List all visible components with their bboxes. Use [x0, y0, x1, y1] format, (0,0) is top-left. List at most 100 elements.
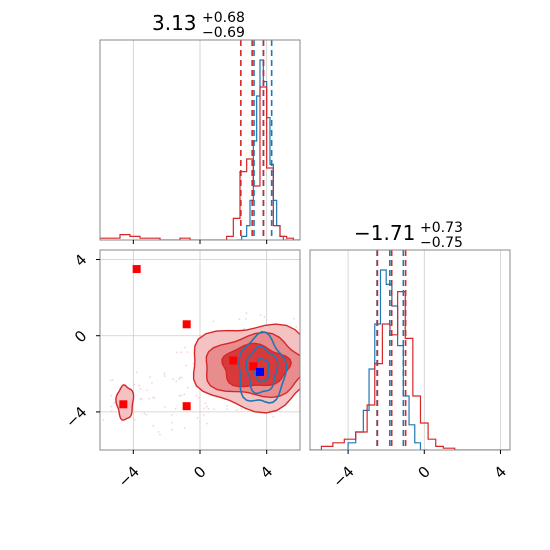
- joint-sample-dot: [197, 396, 200, 399]
- joint-sample-dot: [259, 314, 262, 316]
- joint-sample-dot: [171, 421, 173, 424]
- joint-sample-dot: [138, 384, 141, 387]
- joint-sample-dot: [170, 413, 173, 416]
- right-title-sub: −0.75: [420, 235, 463, 251]
- joint-sample-dot: [293, 317, 296, 320]
- joint-blue-marker-0: [256, 367, 264, 376]
- top-title-sub: −0.69: [202, 25, 245, 41]
- joint-sample-dot: [180, 351, 182, 354]
- joint-red-marker-0: [132, 265, 141, 274]
- right-frame: [309, 249, 511, 451]
- joint-sample-dot: [186, 386, 189, 389]
- joint-sample-dot: [192, 362, 195, 365]
- joint-sample-dot: [152, 424, 155, 427]
- joint-xtick-label-2: 4: [257, 463, 276, 482]
- right-ticks: −4 0 4: [329, 450, 510, 491]
- joint-xtick-label-1: 0: [190, 463, 209, 482]
- joint-sample-dot: [205, 405, 208, 408]
- joint-sample-dot: [323, 388, 325, 390]
- joint-sample-dot: [183, 427, 186, 429]
- joint-sample-dot: [305, 355, 307, 357]
- right-quantile-lines: [376, 250, 407, 450]
- joint-red-marker-4: [229, 356, 238, 365]
- joint-red-marker-3: [182, 402, 191, 411]
- joint-sample-dot: [133, 383, 136, 386]
- joint-sample-dot: [243, 327, 246, 330]
- joint-sample-dot: [146, 389, 148, 392]
- joint-sample-dot: [213, 408, 215, 411]
- top-title-value: 3.13: [152, 11, 197, 35]
- joint-sample-dot: [111, 379, 114, 381]
- joint-sample-dot: [171, 428, 174, 431]
- joint-sample-dot: [183, 393, 186, 396]
- joint-sample-dot: [238, 318, 241, 321]
- joint-sample-dot: [324, 340, 326, 342]
- top-title-sup: +0.68: [202, 10, 245, 26]
- right-hist-series-1: [310, 291, 510, 450]
- joint-sample-dot: [158, 433, 161, 436]
- joint-sample-dot: [198, 420, 201, 423]
- joint-ytick-label-0: −4: [62, 403, 90, 431]
- joint-sample-dot: [184, 346, 187, 349]
- joint-blue-contour-0: [238, 331, 288, 404]
- joint-sample-dot: [153, 396, 156, 399]
- joint-sample-dot: [151, 381, 153, 384]
- joint-sample-dot: [329, 385, 331, 387]
- joint-sample-dot: [143, 412, 146, 415]
- joint-sample-dot: [163, 372, 166, 375]
- joint-sample-dot: [145, 413, 148, 416]
- joint-sample-dot: [174, 407, 177, 410]
- joint-sample-dot: [175, 380, 178, 383]
- joint-sample-dot: [306, 331, 308, 333]
- right-title: −1.71: [354, 221, 415, 245]
- joint-sample-dot: [110, 405, 113, 408]
- joint-sample-dot: [178, 378, 180, 380]
- right-xtick-label-2: 4: [491, 463, 510, 482]
- joint-sample-dot: [181, 376, 183, 379]
- joint-sample-dot: [322, 341, 324, 343]
- joint-sample-dot: [206, 422, 208, 425]
- joint-sample-dot: [164, 406, 166, 408]
- right-xtick-label-1: 0: [414, 463, 433, 482]
- joint-sample-dot: [305, 407, 307, 409]
- joint-sample-dot: [172, 378, 175, 381]
- joint-sample-dot: [303, 364, 305, 366]
- right-title-sup: +0.73: [420, 220, 463, 236]
- joint-red-marker-5: [249, 362, 258, 371]
- joint-sample-dot: [323, 336, 325, 338]
- joint-sample-dot: [139, 388, 142, 390]
- joint-sample-dot: [196, 417, 199, 419]
- top-grid: [132, 40, 268, 240]
- joint-sample-dot: [186, 351, 189, 354]
- panel-top-histogram: 3.13 +0.68 −0.69: [99, 10, 301, 244]
- joint-sample-dot: [326, 363, 328, 365]
- joint-sample-dot: [195, 394, 198, 397]
- joint-sample-dot: [207, 407, 210, 410]
- joint-red-marker-1: [182, 320, 191, 329]
- joint-sample-dot: [139, 397, 142, 400]
- joint-sample-dot: [102, 418, 105, 421]
- joint-blue-contour-1: [245, 345, 279, 395]
- right-xtick-label-0: −4: [329, 463, 357, 491]
- joint-xtick-label-0: −4: [115, 463, 143, 491]
- joint-sample-dot: [135, 371, 138, 374]
- joint-contents: [93, 265, 331, 436]
- joint-sample-dot: [202, 414, 205, 416]
- joint-sample-dot: [203, 407, 206, 410]
- joint-sample-dot: [152, 396, 154, 399]
- joint-sample-dot: [178, 394, 181, 397]
- right-hist-series-0: [340, 269, 429, 450]
- joint-sample-dot: [133, 418, 136, 421]
- joint-sample-dot: [149, 376, 151, 378]
- panel-right-histogram: −4 0 4 −1.71 +0.73 −0.75: [309, 220, 511, 491]
- joint-ytick-label-1: 0: [71, 327, 90, 346]
- joint-sample-dot: [244, 317, 247, 320]
- joint-sample-dot: [322, 341, 324, 343]
- joint-sample-dot: [180, 394, 183, 397]
- joint-sample-dot: [93, 395, 95, 397]
- joint-sample-dot: [295, 325, 298, 328]
- joint-sample-dot: [110, 379, 112, 382]
- right-title-value: −1.71: [354, 221, 415, 245]
- joint-sample-dot: [311, 330, 313, 332]
